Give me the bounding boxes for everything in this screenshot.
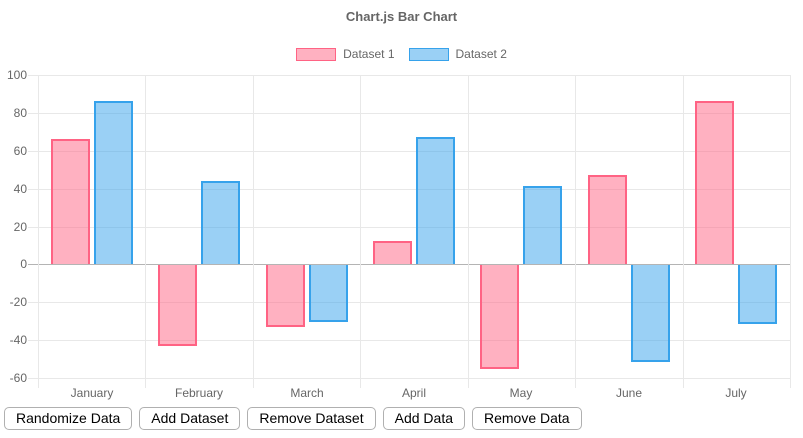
legend-swatch-icon: [296, 47, 337, 61]
y-gridline-20: [38, 227, 790, 228]
y-gridline-80: [38, 113, 790, 114]
bar-dataset-1-june[interactable]: [588, 175, 627, 264]
y-tick--20: [28, 302, 38, 303]
legend-label: Dataset 1: [343, 47, 395, 61]
x-gridline-0: [38, 75, 39, 388]
y-axis-label--20: -20: [9, 295, 27, 309]
bar-dataset-2-july[interactable]: [738, 265, 777, 324]
x-axis-label-june: June: [615, 386, 643, 400]
legend-label: Dataset 2: [455, 47, 507, 61]
remove-data-button[interactable]: Remove Data: [472, 407, 582, 430]
legend-item-dataset-2[interactable]: Dataset 2: [408, 47, 507, 61]
x-gridline-6: [683, 75, 684, 388]
bar-dataset-2-april[interactable]: [416, 137, 455, 264]
legend-swatch-icon: [408, 47, 449, 61]
bar-dataset-2-june[interactable]: [631, 265, 670, 362]
add-dataset-button[interactable]: Add Dataset: [139, 407, 241, 430]
y-gridline-100: [38, 75, 790, 76]
x-gridline-4: [468, 75, 469, 388]
y-axis-label-40: 40: [13, 182, 27, 196]
y-gridline-0: [38, 264, 790, 265]
chart-action-buttons: Randomize Data Add Dataset Remove Dataset A…: [4, 407, 582, 430]
x-gridline-2: [253, 75, 254, 388]
y-tick-80: [28, 113, 38, 114]
y-axis-label-80: 80: [13, 106, 27, 120]
bar-dataset-1-february[interactable]: [158, 265, 197, 346]
y-tick--60: [28, 378, 38, 379]
y-axis-label-0: 0: [20, 257, 27, 271]
y-tick-60: [28, 151, 38, 152]
y-tick-20: [28, 227, 38, 228]
y-axis-label-100: 100: [6, 68, 27, 82]
y-axis-label--60: -60: [9, 371, 27, 385]
x-gridline-7: [790, 75, 791, 388]
bar-dataset-1-march[interactable]: [266, 265, 305, 327]
y-gridline--20: [38, 302, 790, 303]
add-data-button[interactable]: Add Data: [382, 407, 465, 430]
y-tick--40: [28, 340, 38, 341]
x-axis-label-april: April: [401, 386, 426, 400]
x-axis-label-january: January: [70, 386, 114, 400]
x-gridline-3: [360, 75, 361, 388]
y-gridline-40: [38, 189, 790, 190]
y-tick-0: [28, 264, 38, 265]
x-gridline-5: [575, 75, 576, 388]
x-axis-label-february: February: [174, 386, 224, 400]
y-axis-label-60: 60: [13, 144, 27, 158]
y-axis-label-20: 20: [13, 220, 27, 234]
bar-dataset-1-may[interactable]: [480, 265, 519, 369]
y-tick-100: [28, 75, 38, 76]
bar-dataset-1-january[interactable]: [51, 139, 90, 264]
x-axis-label-march: March: [290, 386, 324, 400]
bar-dataset-1-april[interactable]: [373, 241, 412, 264]
chart-title: Chart.js Bar Chart: [345, 9, 458, 24]
x-gridline-1: [145, 75, 146, 388]
chart-legend: Dataset 1 Dataset 2: [0, 47, 803, 61]
bar-dataset-1-july[interactable]: [695, 101, 734, 264]
y-tick-40: [28, 189, 38, 190]
remove-dataset-button[interactable]: Remove Dataset: [247, 407, 376, 430]
randomize-data-button[interactable]: Randomize Data: [4, 407, 133, 430]
y-gridline-60: [38, 151, 790, 152]
y-gridline--60: [38, 378, 790, 379]
x-axis-label-july: July: [725, 386, 747, 400]
legend-item-dataset-1[interactable]: Dataset 1: [296, 47, 395, 61]
bar-dataset-2-february[interactable]: [201, 181, 240, 264]
bar-dataset-2-march[interactable]: [309, 265, 348, 322]
bar-dataset-2-january[interactable]: [94, 101, 133, 264]
x-axis-label-may: May: [509, 386, 533, 400]
bar-dataset-2-may[interactable]: [523, 186, 562, 264]
y-axis-label--40: -40: [9, 333, 27, 347]
y-gridline--40: [38, 340, 790, 341]
